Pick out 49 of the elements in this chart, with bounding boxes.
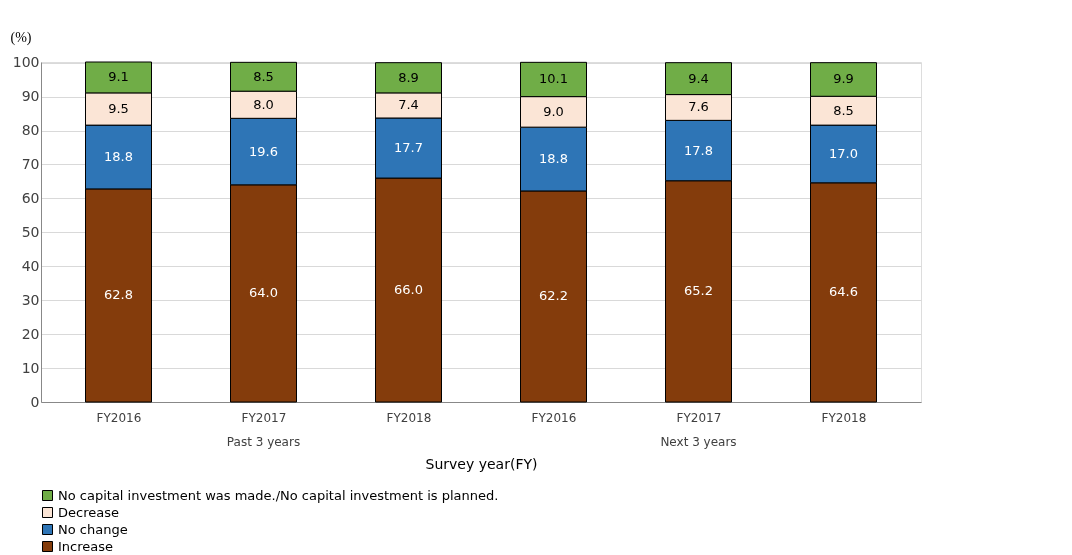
legend-label: Increase: [58, 538, 114, 554]
x-tick-label: FY2018: [821, 410, 867, 425]
y-tick-label: 80: [21, 122, 40, 139]
data-label: 9.4: [688, 70, 709, 86]
data-label: 17.8: [684, 142, 713, 158]
data-label: 8.9: [398, 69, 419, 85]
y-axis-title: (%): [10, 29, 32, 46]
data-label: 8.5: [833, 102, 854, 118]
y-tick-label: 20: [21, 325, 40, 342]
data-label: 64.0: [249, 285, 278, 301]
x-tick-label: FY2017: [241, 410, 287, 425]
legend-label: No change: [58, 521, 128, 537]
y-tick-label: 30: [21, 291, 40, 308]
text: Past 3 years: [226, 435, 301, 449]
data-label: 8.5: [253, 68, 274, 84]
data-label: 17.7: [394, 140, 423, 156]
legend-label: No capital investment was made./No capital investment is planned.: [58, 487, 499, 503]
x-axis-title: Survey year(FY): [425, 455, 538, 472]
data-label: 19.6: [249, 143, 278, 159]
data-label: 7.6: [688, 99, 709, 115]
data-label: 9.5: [108, 101, 129, 116]
y-tick-label: 70: [21, 155, 40, 172]
x-tick-label: FY2017: [676, 410, 722, 425]
data-label: 8.0: [253, 96, 274, 112]
data-label: 10.1: [539, 71, 568, 87]
data-label: 9.1: [108, 69, 129, 85]
y-tick-label: 40: [21, 257, 40, 274]
y-tick-label: 60: [21, 189, 40, 206]
data-label: 64.6: [829, 284, 858, 300]
legend-label: Decrease: [58, 504, 119, 520]
text: Next 3 years: [660, 435, 737, 449]
data-label: 18.8: [539, 151, 568, 167]
data-label: 7.4: [398, 97, 419, 113]
data-label: 18.8: [104, 149, 133, 165]
data-label: 9.0: [543, 103, 564, 119]
y-tick-label: 90: [21, 88, 40, 105]
x-tick-label: FY2016: [96, 410, 142, 425]
y-tick-label: 100: [12, 54, 40, 71]
data-label: 62.8: [104, 287, 133, 303]
data-label: 66.0: [394, 282, 423, 298]
y-tick-label: 50: [21, 223, 40, 240]
x-tick-label: FY2016: [531, 410, 577, 425]
x-tick-label: FY2018: [386, 410, 432, 425]
y-tick-label: 10: [21, 359, 40, 376]
data-label: 65.2: [684, 283, 713, 299]
data-label: 62.2: [539, 288, 568, 304]
y-tick-label: 0: [30, 393, 40, 410]
data-label: 9.9: [833, 71, 854, 87]
data-label: 17.0: [829, 145, 858, 161]
